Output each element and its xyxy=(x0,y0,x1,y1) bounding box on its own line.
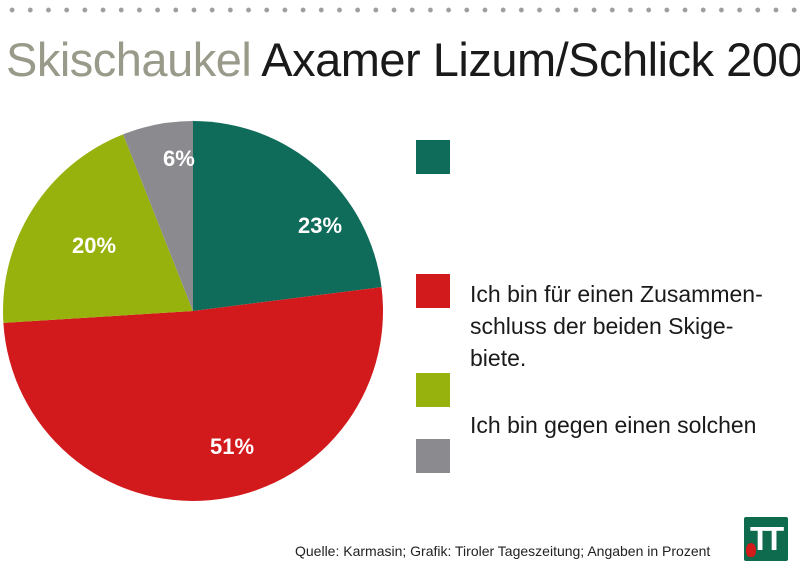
dotted-divider xyxy=(0,6,800,14)
tt-logo: T T xyxy=(744,517,788,561)
slice-label-green: 23% xyxy=(298,213,342,238)
legend-red-line-3: biete. xyxy=(470,345,527,371)
legend-swatch-olive xyxy=(416,373,450,407)
legend-swatch-gray xyxy=(416,439,450,473)
legend-swatch-green xyxy=(416,140,450,174)
tyrol-flag-icon xyxy=(746,543,756,557)
legend-swatch-red xyxy=(416,274,450,308)
source-note: Quelle: Karmasin; Grafik: Tiroler Tagesz… xyxy=(295,543,711,559)
legend-text-red: Ich bin für einen Zusammen- schluss der … xyxy=(470,278,800,374)
pie-slice-gray xyxy=(123,121,193,311)
legend-red-line-2: schluss der beiden Skige- xyxy=(470,313,734,339)
logo-letter-2: T xyxy=(764,520,785,557)
title-part-1: Skischaukel xyxy=(6,33,252,86)
pie-slices xyxy=(2,121,383,501)
legend-red-line-1: Ich bin für einen Zusammen- xyxy=(470,281,763,307)
legend-text-gray: Ich bin gegen einen solchen xyxy=(470,412,757,438)
slice-label-red: 51% xyxy=(210,434,254,459)
pie-slice-red xyxy=(3,287,383,501)
title-part-2: Axamer Lizum/Schlick 2000 xyxy=(261,33,800,86)
slice-label-olive: 20% xyxy=(72,233,116,258)
slice-label-gray: 6% xyxy=(163,146,195,171)
pie-slice-olive xyxy=(2,134,193,323)
chart-title: Skischaukel Axamer Lizum/Schlick 2000 xyxy=(6,30,800,90)
slice-labels: 23% 51% 20% 6% xyxy=(72,146,342,459)
pie-slice-green xyxy=(193,121,382,311)
